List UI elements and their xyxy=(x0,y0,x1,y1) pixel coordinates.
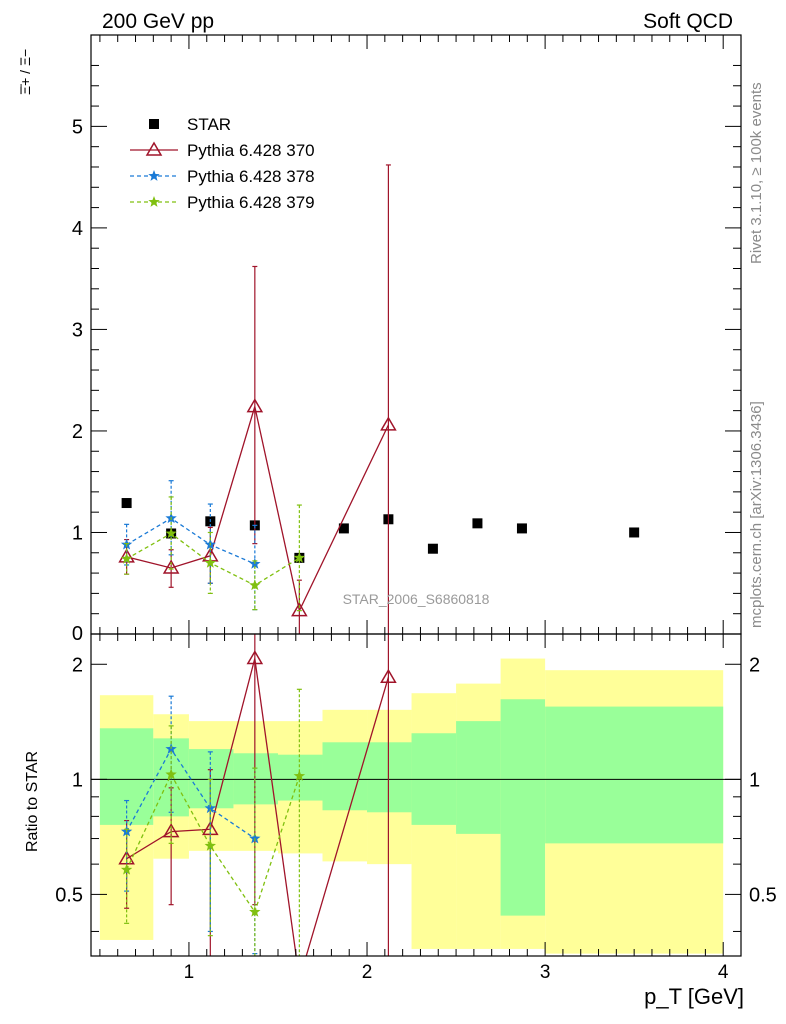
main-point-py370 xyxy=(291,602,308,617)
band-inner xyxy=(500,699,546,916)
main-point-star xyxy=(629,527,640,538)
band-inner xyxy=(99,728,154,825)
ratio-point-py379 xyxy=(293,770,306,781)
header-left: 200 GeV pp xyxy=(102,10,214,33)
main-point-py379 xyxy=(165,527,177,539)
ratio-y-tick-label: 0.5 xyxy=(55,884,83,906)
main-y-tick-label: 4 xyxy=(72,218,83,240)
legend: STAR Pythia 6.428 370 Pythia 6.428 378 Pyth… xyxy=(130,115,315,212)
main-line-py379 xyxy=(126,532,300,587)
band-inner xyxy=(545,706,724,844)
main-series-star xyxy=(121,498,640,563)
x-tick-label: 3 xyxy=(540,962,551,983)
ratio-point-py378 xyxy=(249,832,261,844)
ratio-y-tick-label: 2 xyxy=(72,654,83,676)
ratio-series-py379 xyxy=(120,688,306,956)
main-panel: 1 2 3 4 5 0 xyxy=(72,34,742,645)
ratio-y-tick-label: 1 xyxy=(72,769,83,791)
main-series-py379 xyxy=(120,496,306,612)
main-line-py378 xyxy=(126,517,256,565)
main-y-tick-label: 1 xyxy=(72,522,83,544)
main-point-py379 xyxy=(204,556,216,568)
main-line-py370 xyxy=(126,406,389,613)
legend-label: Pythia 6.428 379 xyxy=(187,193,315,212)
main-y-tick-label: 2 xyxy=(72,421,83,443)
x-tick-label: 1 xyxy=(184,962,195,983)
band-inner xyxy=(322,742,368,811)
legend-marker xyxy=(149,119,159,129)
ratio-point-py370 xyxy=(118,850,135,865)
band-inner xyxy=(367,742,412,813)
legend-label: Pythia 6.428 370 xyxy=(187,141,315,160)
ratio-ylabel: Ratio to STAR xyxy=(24,751,41,852)
main-point-star xyxy=(427,543,438,554)
main-point-py370 xyxy=(246,398,264,413)
band-inner xyxy=(233,753,278,805)
ratio-point-py379 xyxy=(165,768,177,780)
rivet-version-label: Rivet 3.1.10, ≥ 100k events xyxy=(748,82,765,264)
main-y-tick-label: 5 xyxy=(72,116,83,138)
main-point-py379 xyxy=(293,551,306,563)
main-point-py379 xyxy=(120,552,133,564)
main-point-py379 xyxy=(249,579,261,591)
legend-label: STAR xyxy=(187,115,231,134)
main-point-py370 xyxy=(162,559,180,574)
legend-item-py379: Pythia 6.428 379 xyxy=(130,193,315,212)
ratio-y-tick-label-right: 0.5 xyxy=(749,884,777,906)
ratio-point-py370 xyxy=(246,650,264,665)
ratio-panel: 1 2 3 4 0.5 0.5 1 1 2 2 xyxy=(55,633,777,984)
ratio-point-py370 xyxy=(292,972,306,984)
ratio-line-py378 xyxy=(126,747,256,840)
ratio-point-py370 xyxy=(380,668,397,683)
legend-item-py370: Pythia 6.428 370 xyxy=(130,141,315,160)
x-tick-label: 2 xyxy=(362,962,373,983)
legend-label: Pythia 6.428 378 xyxy=(187,167,315,186)
ratio-frame xyxy=(90,633,742,957)
main-point-star xyxy=(472,518,483,529)
main-point-star xyxy=(338,523,349,534)
uncertainty-bands xyxy=(99,658,724,954)
x-tick-label: 4 xyxy=(718,962,729,983)
ratio-point-py379 xyxy=(204,839,216,851)
legend-marker xyxy=(148,170,160,181)
band-inner xyxy=(188,749,234,809)
legend-marker xyxy=(148,196,160,207)
main-series-py378 xyxy=(120,480,261,611)
legend-item-py378: Pythia 6.428 378 xyxy=(130,167,315,186)
ratio-point-py379 xyxy=(249,905,261,917)
header-right: Soft QCD xyxy=(643,10,733,33)
ratio-point-py378 xyxy=(204,802,216,814)
band-inner xyxy=(456,721,501,834)
mcplots-label: mcplots.cern.ch [arXiv:1306.3436] xyxy=(748,401,765,628)
legend-item-star: STAR xyxy=(149,115,231,134)
ratio-y-tick-label-right: 1 xyxy=(749,769,760,791)
x-axis-label: p_T [GeV] xyxy=(644,984,744,1009)
main-y-tick-label: 0 xyxy=(72,623,83,645)
main-point-star xyxy=(121,498,132,509)
analysis-watermark: STAR_2006_S6860818 xyxy=(343,591,490,607)
ratio-line-py379 xyxy=(126,772,301,914)
main-point-star xyxy=(516,523,527,534)
legend-marker xyxy=(145,141,163,156)
ratio-y-tick-label-right: 2 xyxy=(749,654,760,676)
ratio-point-py379 xyxy=(120,863,133,875)
main-y-tick-label: 3 xyxy=(72,319,83,341)
main-ylabel: Ξ̄+ / Ξ− xyxy=(17,49,33,95)
main-point-py370 xyxy=(380,416,397,431)
main-series-py370 xyxy=(118,164,397,634)
